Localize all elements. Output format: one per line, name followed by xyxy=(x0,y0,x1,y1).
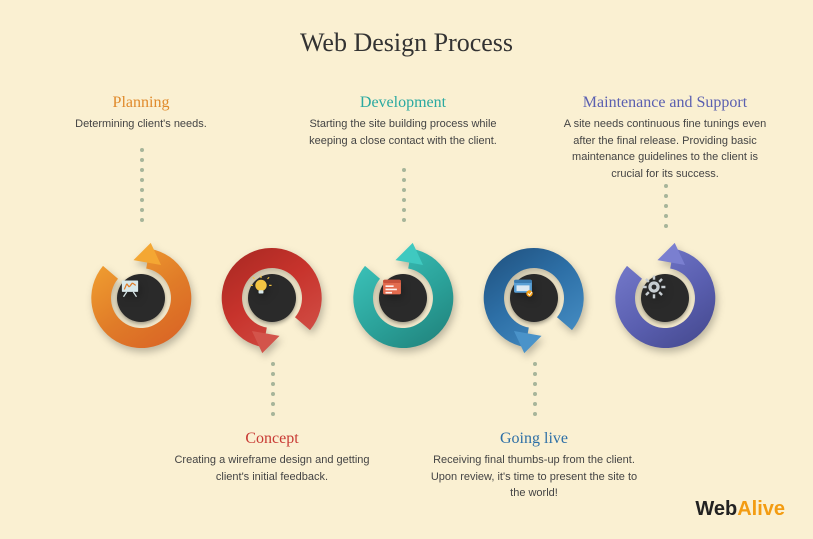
swirl-planning xyxy=(81,238,201,358)
step-title-concept: Concept xyxy=(162,430,382,448)
hub-development xyxy=(379,274,427,322)
logo-part-1: Web xyxy=(695,498,737,520)
connector-development xyxy=(402,168,404,228)
connector-concept xyxy=(271,362,273,422)
hub-concept xyxy=(248,274,296,322)
page-title: Web Design Process xyxy=(0,28,813,58)
swirl-golive xyxy=(474,238,594,358)
logo-part-2: Alive xyxy=(737,498,785,520)
step-desc-golive: Receiving final thumbs-up from the clien… xyxy=(424,452,644,502)
step-title-golive: Going live xyxy=(424,430,644,448)
swirl-concept xyxy=(212,238,332,358)
swirl-maintenance xyxy=(605,238,725,358)
swirl-development xyxy=(343,238,463,358)
brand-logo: WebAlive xyxy=(695,498,785,521)
step-desc-development: Starting the site building process while… xyxy=(293,116,513,149)
hub-golive xyxy=(510,274,558,322)
hub-planning xyxy=(117,274,165,322)
step-desc-concept: Creating a wireframe design and getting … xyxy=(162,452,382,485)
step-desc-maintenance: A site needs continuous fine tunings eve… xyxy=(555,116,775,182)
connector-maintenance xyxy=(664,184,666,234)
step-title-maintenance: Maintenance and Support xyxy=(555,94,775,112)
connector-planning xyxy=(140,148,142,228)
hub-maintenance xyxy=(641,274,689,322)
step-desc-planning: Determining client's needs. xyxy=(31,116,251,133)
connector-golive xyxy=(533,362,535,422)
step-title-planning: Planning xyxy=(31,94,251,112)
step-title-development: Development xyxy=(293,94,513,112)
